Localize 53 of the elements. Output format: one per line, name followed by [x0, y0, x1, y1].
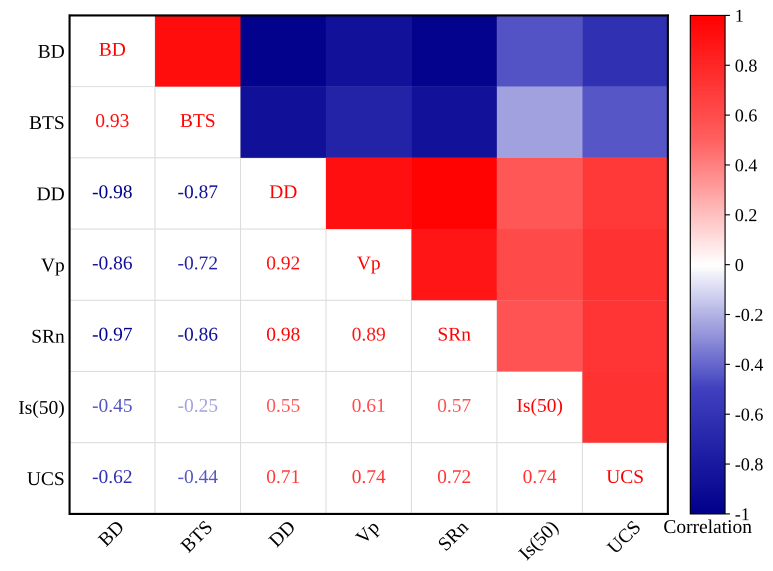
text: 0.74	[523, 470, 556, 484]
text: BD	[99, 42, 126, 56]
color-bar-title: Correlation	[664, 519, 752, 534]
text: 0.98	[266, 328, 300, 341]
x-tick-label: UCS	[606, 520, 642, 555]
x-tick-label: DD	[268, 520, 296, 548]
color-bar-label: -0.8	[735, 458, 763, 471]
text: -0.98	[92, 185, 132, 198]
text: -0.72	[178, 256, 217, 270]
text: BTS	[180, 114, 214, 128]
x-tick-label: BTS	[180, 520, 213, 554]
color-bar-label: -1	[735, 508, 749, 520]
color-bar-label: 0.8	[735, 60, 757, 72]
y-tick-label: SRn	[32, 330, 64, 343]
y-tick-label: DD	[37, 187, 64, 200]
y-tick-label: BTS	[30, 116, 64, 130]
text: -0.44	[178, 470, 218, 484]
text: 0.71	[266, 470, 300, 484]
x-tick-label: BD	[97, 520, 125, 548]
text: 0.57	[438, 398, 471, 412]
y-tick-label: Vp	[41, 258, 64, 276]
text: -0.97	[92, 328, 132, 341]
text: -0.86	[92, 256, 132, 270]
text: 0.61	[352, 398, 385, 412]
text: -0.87	[178, 185, 218, 198]
text: 0.74	[352, 470, 386, 484]
text: Vp	[357, 256, 380, 274]
text: 0.72	[438, 470, 470, 484]
y-tick-label: UCS	[27, 472, 64, 486]
text: -0.25	[178, 398, 218, 412]
color-bar-label: 0.4	[735, 159, 758, 172]
text: SRn	[438, 328, 471, 341]
text: -0.86	[178, 328, 218, 341]
text: Is(50)	[517, 398, 562, 416]
x-tick-label: SRn	[437, 519, 470, 552]
text: UCS	[606, 470, 643, 484]
color-bar-label: 0.6	[735, 109, 757, 122]
color-bar-label: -0.4	[735, 358, 764, 371]
x-tick-label: Vp	[354, 520, 383, 548]
text: -0.45	[92, 398, 132, 412]
color-bar-label: -0.6	[735, 408, 763, 421]
text: DD	[270, 185, 297, 198]
text: 0.93	[96, 114, 129, 128]
y-tick-label: BD	[38, 45, 64, 58]
y-tick-label: Is(50)	[18, 400, 64, 418]
color-bar-label: -0.2	[735, 308, 762, 322]
text: 0.89	[352, 328, 385, 341]
color-bar-label: 0.2	[735, 209, 756, 222]
text: 0.55	[266, 398, 300, 412]
text: -0.62	[92, 470, 132, 484]
text: 0.92	[266, 256, 300, 270]
color-bar-label: 1	[736, 10, 743, 22]
color-bar-label: 0	[735, 258, 744, 272]
